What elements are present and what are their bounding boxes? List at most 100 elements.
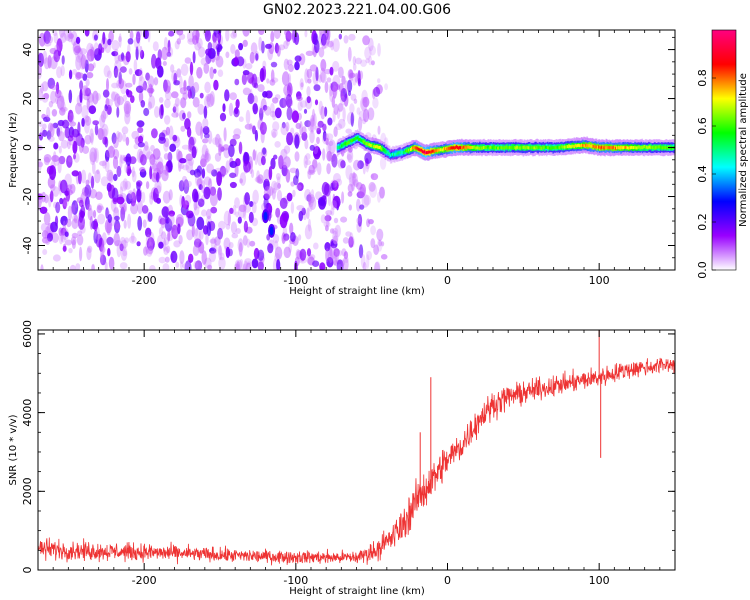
noise-speckle — [330, 200, 338, 210]
ridge-mark — [399, 151, 401, 155]
noise-speckle — [132, 73, 136, 85]
noise-speckle — [244, 258, 252, 265]
noise-speckle — [99, 114, 105, 129]
ridge-mark — [506, 146, 509, 150]
noise-speckle — [329, 228, 335, 234]
noise-speckle — [140, 154, 147, 166]
noise-speckle — [183, 179, 190, 194]
noise-speckle — [309, 117, 316, 133]
noise-speckle — [358, 244, 364, 259]
ridge-mark — [468, 145, 470, 149]
noise-speckle — [322, 130, 327, 142]
ridge-mark — [577, 143, 580, 147]
noise-speckle — [100, 176, 109, 187]
noise-speckle — [328, 140, 334, 147]
noise-speckle — [163, 247, 169, 255]
noise-speckle — [290, 127, 295, 135]
ridge-mark — [606, 145, 608, 149]
noise-speckle — [160, 216, 166, 229]
noise-speckle — [185, 158, 194, 174]
noise-speckle — [308, 192, 312, 206]
noise-speckle — [39, 206, 48, 214]
noise-speckle — [215, 33, 221, 41]
noise-speckle — [58, 30, 65, 38]
noise-speckle — [261, 155, 266, 166]
noise-speckle — [358, 110, 367, 122]
noise-speckle — [114, 68, 121, 78]
ridge-mark — [426, 151, 428, 155]
ridge-mark — [387, 151, 390, 155]
noise-speckle — [223, 127, 227, 142]
noise-speckle — [39, 120, 43, 127]
spectrogram-y-axis-label: Frequency (Hz) — [8, 112, 19, 188]
noise-speckle — [92, 90, 99, 105]
colorbar-ticks: 0.0 0.2 0.4 0.6 0.8 — [696, 69, 716, 279]
noise-speckle — [47, 122, 54, 133]
noise-speckle — [369, 45, 376, 56]
noise-speckle — [133, 59, 138, 72]
noise-speckle — [311, 159, 318, 169]
noise-speckle — [377, 125, 381, 135]
noise-speckle — [368, 55, 372, 66]
noise-speckle — [225, 160, 230, 173]
noise-speckle — [254, 150, 258, 166]
noise-speckle — [38, 198, 41, 211]
noise-speckle — [299, 78, 304, 91]
ridge-mark — [451, 146, 453, 150]
noise-speckle — [345, 128, 353, 134]
noise-speckle — [303, 108, 308, 114]
noise-speckle — [173, 72, 177, 84]
noise-speckle — [270, 77, 279, 83]
noise-speckle — [274, 107, 282, 119]
ridge-mark — [587, 144, 589, 148]
noise-speckle — [158, 241, 164, 249]
noise-speckle — [309, 144, 315, 151]
noise-speckle — [377, 43, 381, 57]
noise-speckle — [213, 68, 217, 74]
noise-speckle — [193, 261, 199, 269]
noise-speckle — [217, 69, 224, 77]
ridge-mark — [629, 146, 632, 150]
noise-speckle — [270, 157, 276, 170]
noise-speckle — [41, 93, 49, 103]
ridge-mark — [433, 149, 435, 153]
noise-speckle — [106, 236, 114, 246]
noise-speckle — [79, 89, 83, 103]
noise-speckle — [143, 80, 147, 91]
noise-speckle — [301, 207, 306, 216]
noise-speckle — [171, 224, 179, 240]
noise-speckle — [208, 178, 213, 191]
ridge-mark — [554, 145, 556, 149]
noise-speckle — [51, 109, 58, 117]
noise-speckle — [111, 91, 119, 101]
noise-speckle — [308, 197, 314, 208]
ridge-mark — [488, 146, 491, 150]
noise-speckle — [71, 200, 79, 215]
ridge-mark — [633, 146, 635, 150]
noise-speckle — [67, 31, 73, 43]
noise-speckle — [73, 153, 76, 160]
noise-speckle — [232, 30, 237, 38]
noise-speckle — [42, 50, 48, 64]
noise-speckle — [93, 218, 98, 232]
ridge-mark — [444, 147, 446, 151]
noise-speckle — [374, 261, 381, 270]
noise-speckle — [380, 132, 387, 147]
noise-speckle — [187, 89, 192, 99]
ridge-mark — [532, 146, 534, 150]
noise-speckle — [122, 250, 127, 257]
ridge-mark — [479, 147, 481, 150]
noise-speckle — [178, 234, 183, 245]
ridge-mark — [474, 146, 477, 150]
noise-speckle — [184, 57, 192, 64]
noise-speckle — [201, 168, 206, 179]
noise-speckle — [194, 227, 198, 237]
noise-speckle — [194, 260, 203, 270]
noise-speckle — [303, 155, 308, 169]
snr-frame — [37, 329, 676, 571]
noise-speckle — [218, 245, 223, 261]
noise-speckle — [257, 261, 264, 270]
ridge-mark — [495, 146, 497, 149]
noise-speckle — [267, 243, 274, 254]
noise-speckle — [320, 214, 327, 224]
